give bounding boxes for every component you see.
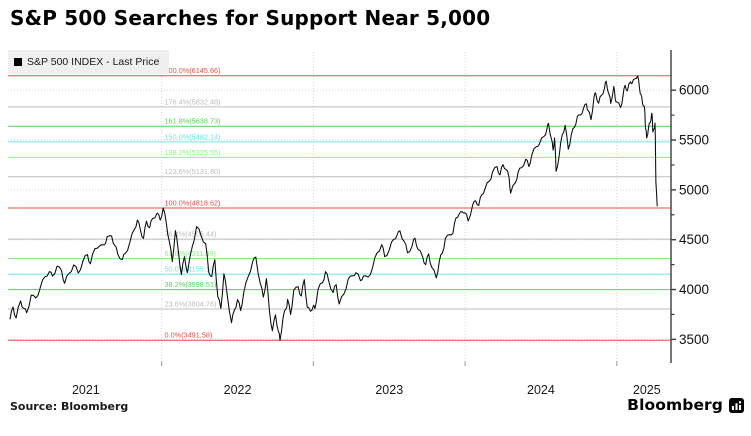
bloomberg-wordmark: Bloomberg: [627, 396, 723, 414]
fib-label-161.8%: 161.8%(5638.73): [165, 117, 221, 126]
legend: S&P 500 INDEX - Last Price: [8, 50, 170, 74]
fib-label-138.2%: 138.2%(5325.55): [165, 148, 221, 157]
y-tick-label: 3500: [679, 332, 709, 347]
fib-label-76.4%: 76.4%(4505.44): [165, 230, 217, 239]
fib-label-200.0%: 200.0%(6145.66): [165, 66, 221, 75]
y-tick-label: 5500: [679, 133, 709, 148]
y-axis: 3500 4000 4500 5000 5500 6000: [670, 50, 709, 363]
price-line: [9, 75, 658, 341]
bloomberg-logo-icon: [729, 397, 744, 413]
y-tick-label: 4000: [679, 282, 709, 297]
x-axis: 2021 2022 2023 2024 2025: [72, 361, 661, 397]
fib-label-176.4%: 176.4%(5832.48): [165, 97, 221, 106]
y-tick-label: 6000: [679, 83, 709, 98]
fib-label-38.2%: 38.2%(3998.51): [165, 280, 217, 289]
x-tick-label: 2023: [375, 383, 403, 397]
fib-label-0.0%: 0.0%(3491.58): [165, 331, 213, 340]
x-tick-label: 2025: [633, 383, 661, 397]
gridlines: [8, 52, 671, 365]
fib-label-50.0%: 50.0%(4155.10): [165, 265, 217, 274]
fib-label-123.6%: 123.6%(5131.80): [165, 167, 221, 176]
x-tick-label: 2021: [72, 383, 100, 397]
bloomberg-brand: Bloomberg: [627, 396, 744, 414]
x-tick-label: 2024: [527, 383, 555, 397]
y-tick-label: 5000: [679, 182, 709, 197]
fib-label-150.0%: 150.0%(5482.14): [165, 132, 221, 141]
fibonacci-levels: 200.0%(6145.66) 176.4%(5832.48) 161.8%(563…: [8, 66, 671, 341]
fib-label-23.6%: 23.6%(3804.76): [165, 299, 217, 308]
legend-label: S&P 500 INDEX - Last Price: [27, 56, 160, 68]
x-tick-label: 2022: [224, 383, 252, 397]
price-series: [9, 75, 658, 341]
y-tick-label: 4500: [679, 232, 709, 247]
fib-label-100.0%: 100.0%(4818.62): [165, 198, 221, 207]
source-caption: Source: Bloomberg: [10, 400, 129, 413]
page-title: S&P 500 Searches for Support Near 5,000: [10, 6, 491, 30]
legend-swatch-icon: [14, 58, 22, 66]
